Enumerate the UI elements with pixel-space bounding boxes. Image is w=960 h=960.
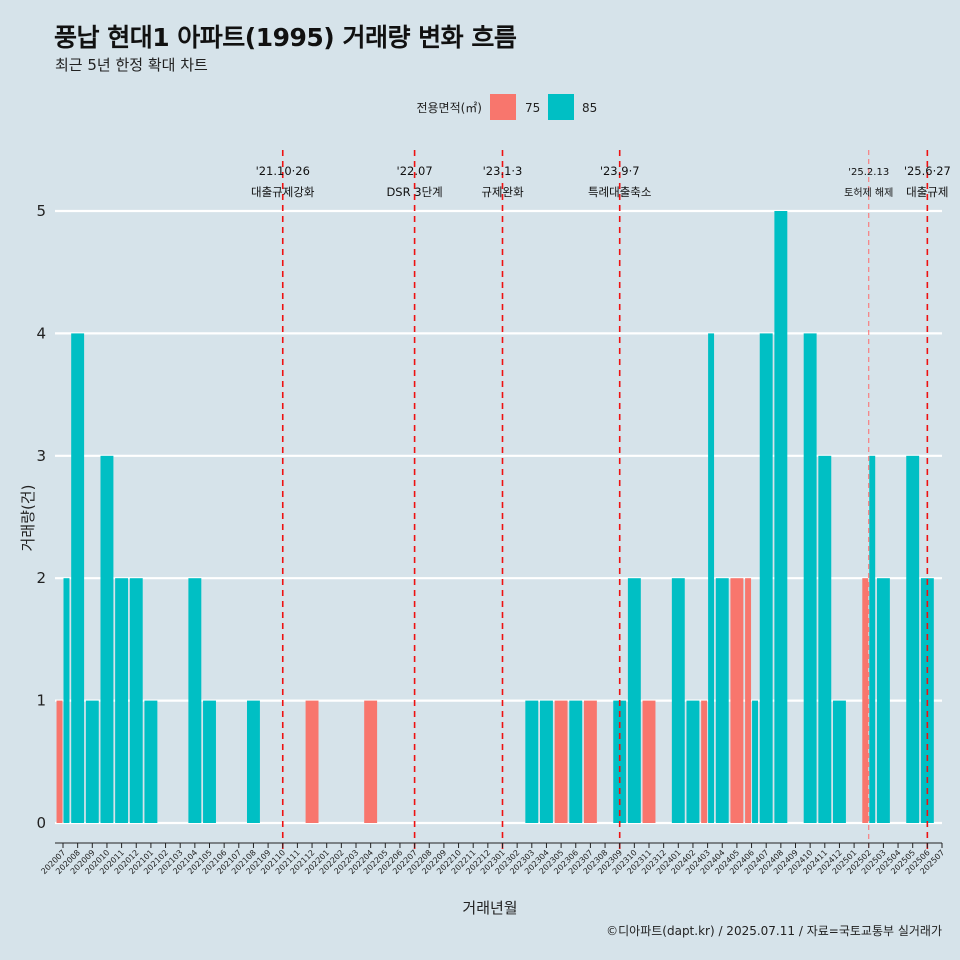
y-tick-label-1: 1 xyxy=(36,692,46,710)
bar-202408-85 xyxy=(774,211,788,823)
bar-202502-85 xyxy=(869,455,876,823)
annotation-label-202506: 대출규제 xyxy=(906,185,948,199)
chart-caption: ©디아파트(dapt.kr) / 2025.07.11 / 자료=국토교통부 실… xyxy=(606,924,942,938)
chart-title: 풍납 현대1 아파트(1995) 거래량 변화 흐름 xyxy=(54,23,517,52)
bar-202303-85 xyxy=(525,700,539,823)
bar-202011-85 xyxy=(115,578,129,823)
annotation-label-202502: 토허제 해제 xyxy=(844,186,893,199)
chart-subtitle: 최근 5년 한정 확대 차트 xyxy=(55,56,208,74)
annotation-date-202309: '23.9·7 xyxy=(600,164,640,178)
bar-202012-85 xyxy=(129,578,143,823)
bar-202406-85 xyxy=(752,700,759,823)
bar-202112-75 xyxy=(305,700,319,823)
annotation-date-202506: '25.6·27 xyxy=(904,164,951,178)
bar-202204-75 xyxy=(364,700,378,823)
bar-202104-85 xyxy=(188,578,202,823)
y-tick-label-4: 4 xyxy=(36,324,46,342)
y-tick-label-3: 3 xyxy=(36,447,46,465)
bar-202306-85 xyxy=(569,700,583,823)
bar-202101-85 xyxy=(144,700,158,823)
y-tick-label-2: 2 xyxy=(36,569,46,587)
bar-202412-85 xyxy=(832,700,846,823)
bar-202010-85 xyxy=(100,455,114,823)
bar-202105-85 xyxy=(203,700,216,823)
bar-202411-85 xyxy=(818,455,832,823)
bar-202009-85 xyxy=(85,700,99,823)
bar-202307-75 xyxy=(583,700,597,823)
legend-swatch-85 xyxy=(548,94,574,120)
y-tick-label-0: 0 xyxy=(36,814,46,832)
annotation-label-202110: 대출규제강화 xyxy=(251,185,315,199)
annotation-label-202207: DSR 3단계 xyxy=(386,185,442,199)
bar-202407-85 xyxy=(759,333,773,823)
legend-swatch-75 xyxy=(490,94,516,120)
bar-202309-85 xyxy=(613,700,627,823)
annotation-date-202207: '22.07 xyxy=(397,164,433,178)
bar-202404-85 xyxy=(715,578,729,823)
annotation-date-202301: '23.1·3 xyxy=(483,164,523,178)
bar-202401-85 xyxy=(671,578,685,823)
bar-202403-85 xyxy=(708,333,715,823)
y-axis-title: 거래량(건) xyxy=(19,485,37,552)
bar-202406-75 xyxy=(745,578,752,823)
bar-202503-85 xyxy=(876,578,890,823)
bar-202108-85 xyxy=(246,700,260,823)
bar-202007-75 xyxy=(56,700,63,823)
annotation-date-202502: '25.2.13 xyxy=(848,167,889,178)
bar-202410-85 xyxy=(803,333,817,823)
y-tick-label-5: 5 xyxy=(36,202,46,220)
bar-202311-75 xyxy=(642,700,656,823)
bar-202505-85 xyxy=(906,455,920,823)
bar-202305-75 xyxy=(554,700,568,823)
bar-202403-75 xyxy=(701,700,708,823)
bar-202008-85 xyxy=(71,333,85,823)
annotation-label-202301: 규제완화 xyxy=(481,185,524,199)
bar-202502-75 xyxy=(862,578,869,823)
bar-202304-85 xyxy=(539,700,553,823)
x-axis-title: 거래년월 xyxy=(462,899,517,917)
legend-label-85: 85 xyxy=(582,101,597,115)
bar-202007-85 xyxy=(63,578,70,823)
bar-202402-85 xyxy=(686,700,700,823)
legend: 전용면적(㎡) 75 85 xyxy=(416,94,597,120)
annotation-date-202110: '21.10·26 xyxy=(256,164,310,178)
legend-title: 전용면적(㎡) xyxy=(416,101,482,115)
annotation-label-202309: 특례대출축소 xyxy=(588,185,651,199)
bar-202405-75 xyxy=(730,578,744,823)
bar-202310-85 xyxy=(627,578,641,823)
legend-label-75: 75 xyxy=(525,101,540,115)
